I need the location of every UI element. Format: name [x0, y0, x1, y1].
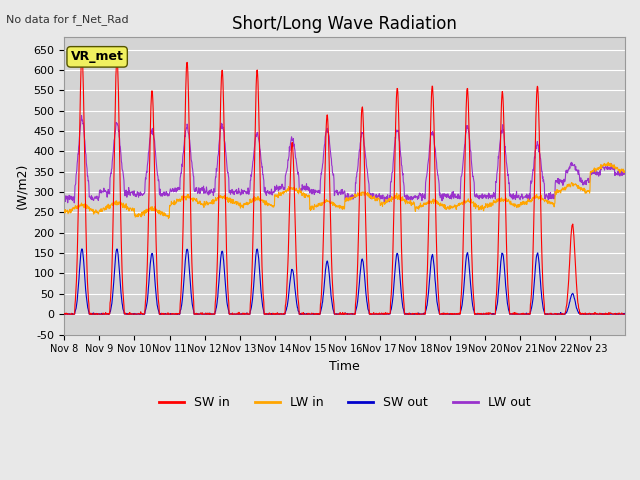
X-axis label: Time: Time [330, 360, 360, 373]
Text: VR_met: VR_met [70, 50, 124, 63]
Title: Short/Long Wave Radiation: Short/Long Wave Radiation [232, 15, 457, 33]
Legend: SW in, LW in, SW out, LW out: SW in, LW in, SW out, LW out [154, 391, 536, 414]
Text: No data for f_Net_Rad: No data for f_Net_Rad [6, 14, 129, 25]
Y-axis label: (W/m2): (W/m2) [15, 163, 28, 209]
